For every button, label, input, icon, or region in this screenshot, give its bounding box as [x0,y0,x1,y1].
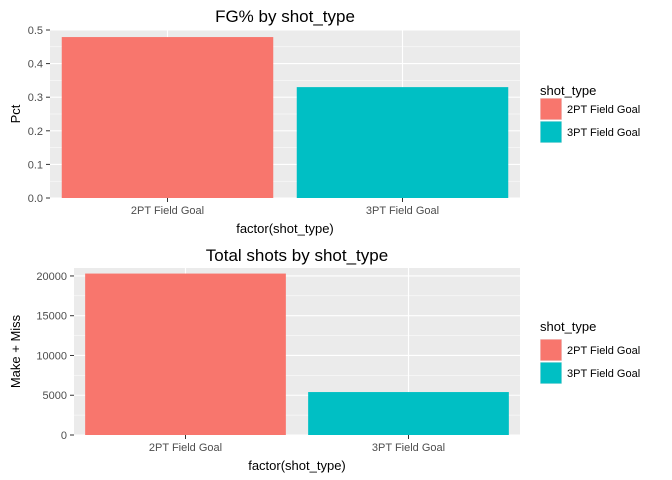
x-axis-title: factor(shot_type) [248,458,346,473]
y-axis-title: Make + Miss [8,314,23,388]
y-tick-label: 15000 [36,311,67,323]
y-axis-title: Pct [8,104,23,123]
x-axis-title: factor(shot_type) [236,221,334,236]
y-tick-label: 0.3 [28,92,43,104]
bar-1 [85,273,286,435]
legend-label: 3PT Field Goal [567,368,640,380]
y-tick-label: 0.5 [28,25,43,37]
bar-2 [308,392,509,435]
bar-1 [61,37,274,198]
x-tick-label: 2PT Field Goal [131,205,204,217]
chart-title: FG% by shot_type [215,7,355,26]
y-tick-label: 0.2 [28,126,43,138]
chart-1: 0.0 0.1 0.2 0.3 0.4 0.5 2PT Field Goal 3PT Fiel… [8,7,640,236]
y-tick-label: 0 [61,430,67,442]
bar-2 [296,87,509,198]
x-tick-label: 3PT Field Goal [372,442,445,454]
legend-swatch [540,98,562,120]
legend-label: 2PT Field Goal [567,104,640,116]
legend-swatch [540,339,562,361]
legend-label: 2PT Field Goal [567,345,640,357]
legend-title: shot_type [540,83,596,98]
x-tick-label: 2PT Field Goal [149,442,222,454]
legend-title: shot_type [540,319,596,334]
legend: shot_type 2PT Field Goal 3PT Field Goal [540,83,640,143]
y-tick-label: 0.1 [28,159,43,171]
chart-title: Total shots by shot_type [206,246,388,265]
legend-swatch [540,362,562,384]
legend: shot_type 2PT Field Goal 3PT Field Goal [540,319,640,384]
y-tick-label: 10000 [36,350,67,362]
chart-2: 0 5000 10000 15000 20000 2PT Field Goal 3PT Fi… [8,246,640,473]
y-tick-label: 0.4 [28,59,43,71]
y-tick-label: 0.0 [28,193,43,205]
legend-label: 3PT Field Goal [567,127,640,139]
x-tick-label: 3PT Field Goal [366,205,439,217]
y-tick-label: 5000 [43,390,67,402]
y-tick-label: 20000 [36,271,67,283]
legend-swatch [540,121,562,143]
